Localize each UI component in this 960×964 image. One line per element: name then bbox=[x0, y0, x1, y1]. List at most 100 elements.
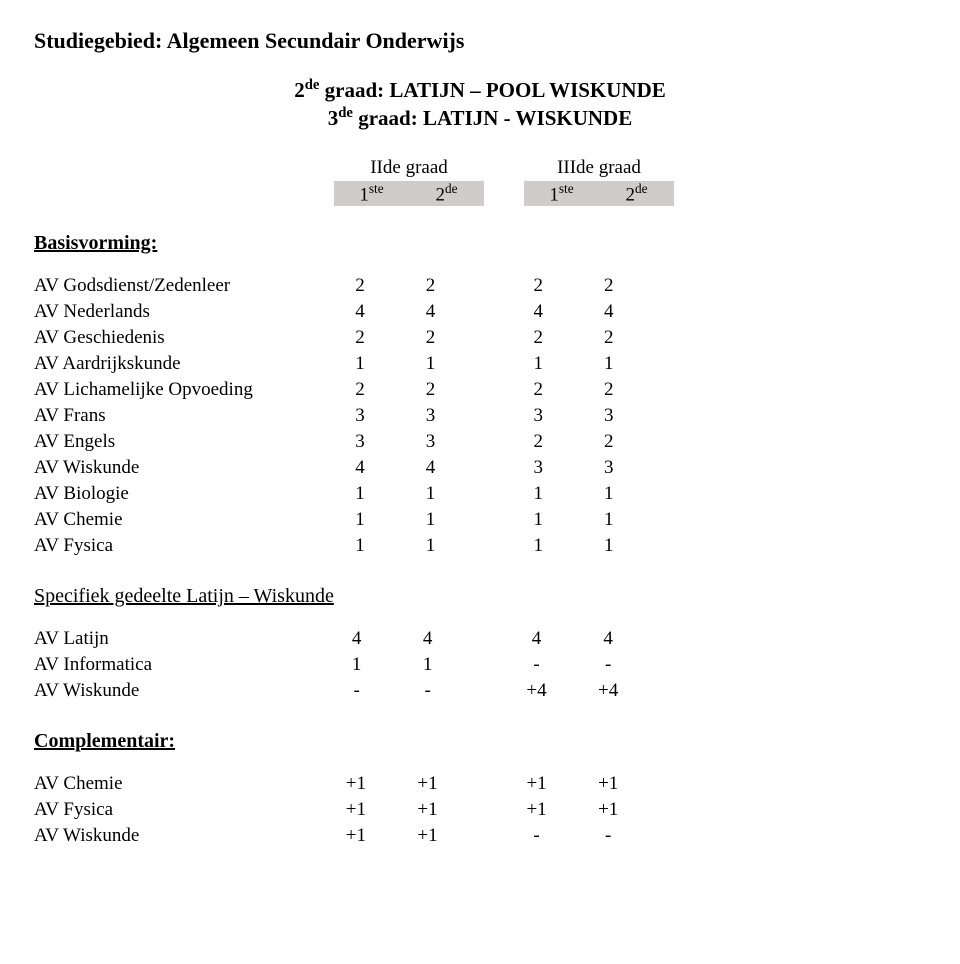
cell-value: +1 bbox=[392, 797, 464, 823]
cell-value: +1 bbox=[392, 823, 464, 849]
subcol-1-pre: 1 bbox=[359, 184, 369, 205]
gap-cell bbox=[463, 652, 501, 678]
table-row: AV Frans3333 bbox=[34, 403, 644, 429]
cell-value: 1 bbox=[503, 507, 573, 533]
table-row: AV Wiskunde+1+1-- bbox=[34, 823, 644, 849]
gap-cell bbox=[463, 626, 501, 652]
title2-sup: de bbox=[338, 105, 353, 121]
cell-value: 2 bbox=[503, 377, 573, 403]
row-label: AV Latijn bbox=[34, 626, 321, 652]
cell-value: 1 bbox=[395, 507, 465, 533]
table-row: AV Geschiedenis2222 bbox=[34, 325, 644, 351]
title1-pre: 2 bbox=[294, 78, 305, 102]
cell-value: 1 bbox=[395, 481, 465, 507]
cell-value: 4 bbox=[325, 299, 395, 325]
subcol-1-sup: ste bbox=[369, 181, 384, 196]
cell-value: 2 bbox=[395, 273, 465, 299]
table-row: AV Chemie+1+1+1+1 bbox=[34, 771, 644, 797]
cell-value: 4 bbox=[325, 455, 395, 481]
cell-value: 1 bbox=[325, 507, 395, 533]
gap-cell bbox=[466, 325, 503, 351]
table-row: AV Informatica11-- bbox=[34, 652, 644, 678]
subcol-3-sup: ste bbox=[559, 181, 574, 196]
gap-cell bbox=[466, 377, 503, 403]
cell-value: - bbox=[501, 652, 573, 678]
title-line-1: 2de graad: LATIJN – POOL WISKUNDE bbox=[34, 76, 926, 104]
sub-header-row: 1ste 2de 1ste 2de bbox=[34, 181, 644, 206]
table-specifiek: AV Latijn4444AV Informatica11--AV Wiskun… bbox=[34, 626, 644, 704]
cell-value: 3 bbox=[503, 403, 573, 429]
subcol-2-pre: 2 bbox=[435, 184, 445, 205]
cell-value: - bbox=[501, 823, 573, 849]
cell-value: 3 bbox=[325, 403, 395, 429]
gap-cell bbox=[466, 507, 503, 533]
cell-value: 2 bbox=[574, 325, 645, 351]
cell-value: 2 bbox=[503, 429, 573, 455]
table-complementair: AV Chemie+1+1+1+1AV Fysica+1+1+1+1AV Wis… bbox=[34, 771, 644, 849]
cell-value: 1 bbox=[395, 533, 465, 559]
cell-value: 1 bbox=[321, 652, 392, 678]
subcol-4-pre: 2 bbox=[625, 184, 635, 205]
table-row: AV Wiskunde4433 bbox=[34, 455, 644, 481]
row-label: AV Nederlands bbox=[34, 299, 325, 325]
title-line-2: 3de graad: LATIJN - WISKUNDE bbox=[34, 104, 926, 132]
row-label: AV Wiskunde bbox=[34, 823, 320, 849]
cell-value: - bbox=[392, 678, 463, 704]
col-header-iide: IIde graad bbox=[334, 157, 484, 179]
cell-value: 1 bbox=[325, 351, 395, 377]
section-basisvorming: Basisvorming: bbox=[34, 232, 644, 255]
cell-value: 1 bbox=[325, 481, 395, 507]
title1-sup: de bbox=[305, 77, 320, 93]
cell-value: 4 bbox=[503, 299, 573, 325]
cell-value: 1 bbox=[325, 533, 395, 559]
row-label: AV Wiskunde bbox=[34, 455, 325, 481]
table-basisvorming: AV Godsdienst/Zedenleer2222AV Nederlands… bbox=[34, 273, 644, 559]
cell-value: +1 bbox=[501, 797, 573, 823]
cell-value: 3 bbox=[574, 455, 645, 481]
subcol-3-pre: 1 bbox=[549, 184, 559, 205]
cell-value: 2 bbox=[574, 377, 645, 403]
cell-value: 1 bbox=[574, 351, 645, 377]
cell-value: 2 bbox=[325, 325, 395, 351]
cell-value: 1 bbox=[503, 481, 573, 507]
cell-value: +1 bbox=[501, 771, 573, 797]
cell-value: 2 bbox=[325, 377, 395, 403]
table-row: AV Fysica1111 bbox=[34, 533, 644, 559]
cell-value: 2 bbox=[574, 429, 645, 455]
cell-value: 4 bbox=[395, 299, 465, 325]
gap-cell bbox=[463, 797, 501, 823]
gap-cell bbox=[466, 455, 503, 481]
gap-cell bbox=[466, 429, 503, 455]
table-row: AV Aardrijkskunde1111 bbox=[34, 351, 644, 377]
cell-value: 2 bbox=[574, 273, 645, 299]
row-label: AV Biologie bbox=[34, 481, 325, 507]
subcol-3: 1ste bbox=[524, 181, 599, 206]
row-label: AV Lichamelijke Opvoeding bbox=[34, 377, 325, 403]
gap-cell bbox=[463, 678, 501, 704]
row-label: AV Aardrijkskunde bbox=[34, 351, 325, 377]
row-label: AV Engels bbox=[34, 429, 325, 455]
cell-value: +1 bbox=[572, 771, 644, 797]
content-block: IIde graad IIIde graad 1ste 2de 1ste 2de… bbox=[34, 157, 644, 849]
cell-value: 1 bbox=[503, 533, 573, 559]
cell-value: 4 bbox=[395, 455, 465, 481]
cell-value: 2 bbox=[325, 273, 395, 299]
table-row: AV Engels3322 bbox=[34, 429, 644, 455]
cell-value: 4 bbox=[572, 626, 644, 652]
title2-pre: 3 bbox=[328, 106, 339, 130]
row-label: AV Geschiedenis bbox=[34, 325, 325, 351]
cell-value: +1 bbox=[392, 771, 464, 797]
gap-cell bbox=[466, 481, 503, 507]
subcol-2: 2de bbox=[409, 181, 484, 206]
cell-value: 3 bbox=[395, 429, 465, 455]
subcol-1: 1ste bbox=[334, 181, 409, 206]
section-complementair: Complementair: bbox=[34, 730, 644, 753]
cell-value: 4 bbox=[501, 626, 573, 652]
title1-post: graad: LATIJN – POOL WISKUNDE bbox=[319, 78, 665, 102]
subcol-4: 2de bbox=[599, 181, 674, 206]
row-label: AV Godsdienst/Zedenleer bbox=[34, 273, 325, 299]
cell-value: +1 bbox=[572, 797, 644, 823]
cell-value: 2 bbox=[503, 273, 573, 299]
cell-value: 3 bbox=[325, 429, 395, 455]
table-row: AV Godsdienst/Zedenleer2222 bbox=[34, 273, 644, 299]
